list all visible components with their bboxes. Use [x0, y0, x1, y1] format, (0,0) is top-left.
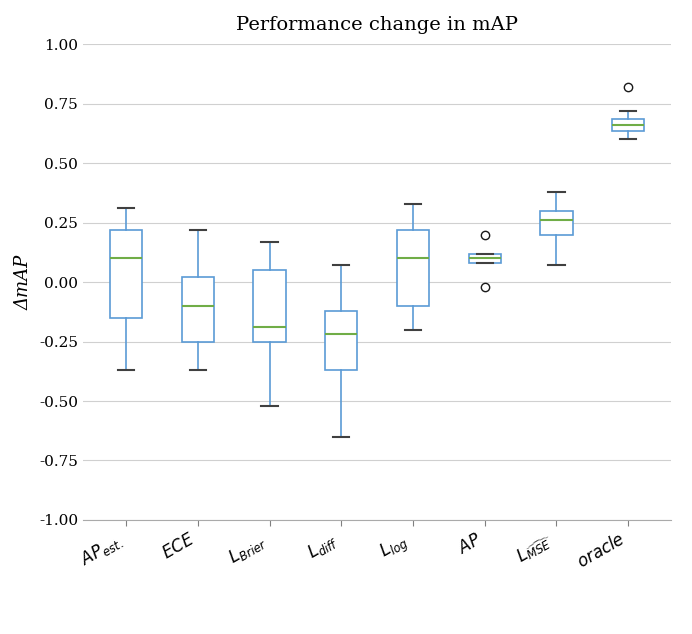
Y-axis label: ΔmAP: ΔmAP — [14, 254, 32, 310]
Title: Performance change in mAP: Performance change in mAP — [236, 16, 518, 34]
PathPatch shape — [540, 210, 572, 235]
PathPatch shape — [325, 311, 357, 370]
PathPatch shape — [182, 278, 214, 342]
PathPatch shape — [468, 254, 501, 263]
PathPatch shape — [612, 119, 644, 131]
PathPatch shape — [110, 230, 143, 318]
PathPatch shape — [253, 270, 286, 342]
PathPatch shape — [397, 230, 429, 306]
